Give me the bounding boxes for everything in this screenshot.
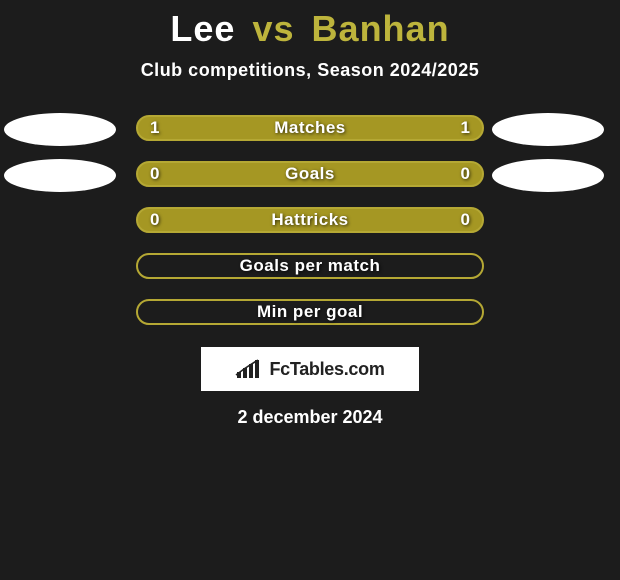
stat-label: Min per goal bbox=[257, 302, 363, 322]
stat-bar: 0 Hattricks 0 bbox=[136, 207, 484, 233]
stat-bar: Min per goal bbox=[136, 299, 484, 325]
stat-value-left: 0 bbox=[150, 210, 159, 230]
stat-bar: Goals per match bbox=[136, 253, 484, 279]
date-label: 2 december 2024 bbox=[0, 407, 620, 428]
stat-row: 0 Goals 0 bbox=[0, 155, 620, 201]
stats-container: 1 Matches 1 0 Goals 0 0 Hattricks 0 Goals per mat… bbox=[0, 109, 620, 339]
stat-value-right: 1 bbox=[461, 118, 470, 138]
player2-ellipse bbox=[492, 159, 604, 192]
player1-ellipse bbox=[4, 113, 116, 146]
player2-ellipse bbox=[492, 113, 604, 146]
player2-name: Banhan bbox=[312, 8, 450, 49]
stat-bar: 0 Goals 0 bbox=[136, 161, 484, 187]
logo-box: FcTables.com bbox=[201, 347, 419, 391]
stat-row: Min per goal bbox=[0, 293, 620, 339]
stat-label: Goals bbox=[285, 164, 335, 184]
stat-label: Goals per match bbox=[240, 256, 381, 276]
stat-value-left: 1 bbox=[150, 118, 159, 138]
bar-chart-icon bbox=[235, 358, 265, 380]
page-title: Lee vs Banhan bbox=[0, 0, 620, 56]
stat-row: Goals per match bbox=[0, 247, 620, 293]
logo-text: FcTables.com bbox=[269, 359, 384, 380]
subtitle: Club competitions, Season 2024/2025 bbox=[0, 60, 620, 81]
stat-row: 1 Matches 1 bbox=[0, 109, 620, 155]
stat-label: Matches bbox=[274, 118, 346, 138]
stat-label: Hattricks bbox=[271, 210, 348, 230]
stat-value-right: 0 bbox=[461, 210, 470, 230]
vs-label: vs bbox=[252, 8, 294, 49]
player1-ellipse bbox=[4, 159, 116, 192]
stat-value-right: 0 bbox=[461, 164, 470, 184]
player1-name: Lee bbox=[170, 8, 235, 49]
stat-value-left: 0 bbox=[150, 164, 159, 184]
stat-row: 0 Hattricks 0 bbox=[0, 201, 620, 247]
stat-bar: 1 Matches 1 bbox=[136, 115, 484, 141]
